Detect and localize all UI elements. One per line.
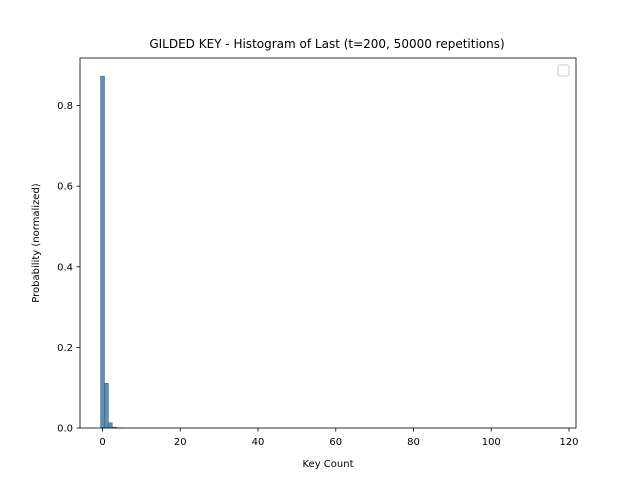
plot-frame xyxy=(79,57,577,429)
x-axis-label: Key Count xyxy=(302,459,353,470)
y-axis-label: Probability (normalized) xyxy=(31,183,42,303)
x-tick-label: 120 xyxy=(559,437,578,448)
x-tick-label: 0 xyxy=(99,437,105,448)
y-tick-label: 0.2 xyxy=(57,343,73,354)
y-axis-ticks: 0.0 0.2 0.4 0.6 0.8 xyxy=(57,101,80,435)
y-tick-label: 0.6 xyxy=(57,182,73,193)
x-tick-label: 60 xyxy=(329,437,342,448)
x-tick-label: 80 xyxy=(407,437,420,448)
y-tick-label: 0.4 xyxy=(57,262,73,273)
y-tick-label: 0.8 xyxy=(57,101,73,112)
x-tick-label: 20 xyxy=(174,437,187,448)
histogram-bar xyxy=(100,75,105,429)
x-axis-ticks: 0 20 40 60 80 100 120 xyxy=(99,428,579,448)
y-tick-label: 0.0 xyxy=(57,424,73,435)
bars-group xyxy=(100,75,125,429)
legend-box xyxy=(557,64,570,77)
x-tick-label: 100 xyxy=(482,437,501,448)
chart-title: GILDED KEY - Histogram of Last (t=200, 5… xyxy=(149,37,504,51)
histogram-bar xyxy=(108,422,113,429)
histogram-bar xyxy=(104,383,109,429)
x-tick-label: 40 xyxy=(252,437,265,448)
